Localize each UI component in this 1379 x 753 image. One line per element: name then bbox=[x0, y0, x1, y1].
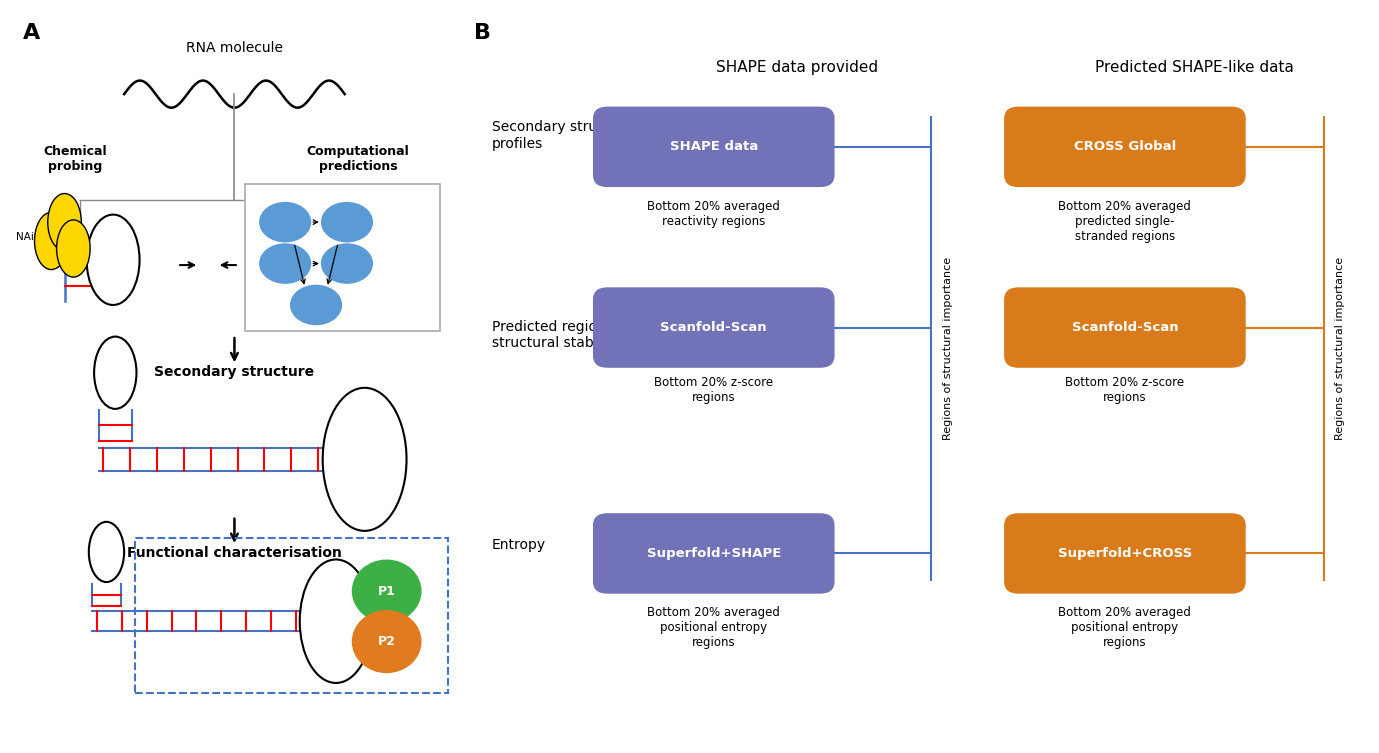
Circle shape bbox=[88, 522, 124, 582]
FancyBboxPatch shape bbox=[593, 514, 834, 593]
Circle shape bbox=[57, 220, 90, 277]
FancyBboxPatch shape bbox=[245, 184, 440, 331]
Ellipse shape bbox=[259, 244, 310, 283]
Text: Computational
predictions: Computational predictions bbox=[306, 145, 410, 173]
Text: Superfold+CROSS: Superfold+CROSS bbox=[1058, 547, 1191, 560]
Text: Secondary structure
profiles: Secondary structure profiles bbox=[492, 120, 633, 151]
Ellipse shape bbox=[321, 244, 372, 283]
Text: Scanfold-Scan: Scanfold-Scan bbox=[661, 321, 767, 334]
Text: Predicted regions of
structural stability: Predicted regions of structural stabilit… bbox=[492, 320, 630, 350]
Circle shape bbox=[299, 559, 372, 683]
Text: SHAPE data: SHAPE data bbox=[670, 140, 758, 154]
Text: SHAPE data provided: SHAPE data provided bbox=[716, 60, 878, 75]
Text: P2: P2 bbox=[378, 635, 396, 648]
Text: B: B bbox=[473, 23, 491, 43]
Ellipse shape bbox=[291, 285, 342, 325]
Text: A: A bbox=[22, 23, 40, 43]
Text: Entropy: Entropy bbox=[492, 538, 546, 553]
FancyBboxPatch shape bbox=[1005, 514, 1245, 593]
Text: NAi-N3: NAi-N3 bbox=[17, 232, 52, 242]
Text: P1: P1 bbox=[378, 584, 396, 598]
Text: Bottom 20% z-score
regions: Bottom 20% z-score regions bbox=[1066, 376, 1185, 404]
Circle shape bbox=[34, 212, 68, 270]
Text: Bottom 20% averaged
positional entropy
regions: Bottom 20% averaged positional entropy r… bbox=[647, 606, 781, 649]
Text: Functional characterisation: Functional characterisation bbox=[127, 546, 342, 560]
Text: Secondary structure: Secondary structure bbox=[154, 365, 314, 380]
FancyBboxPatch shape bbox=[593, 108, 834, 186]
Circle shape bbox=[48, 194, 81, 251]
Text: Regions of structural importance: Regions of structural importance bbox=[1335, 257, 1345, 440]
Ellipse shape bbox=[353, 611, 421, 672]
Text: Bottom 20% averaged
positional entropy
regions: Bottom 20% averaged positional entropy r… bbox=[1059, 606, 1191, 649]
Text: Superfold+SHAPE: Superfold+SHAPE bbox=[647, 547, 781, 560]
Ellipse shape bbox=[321, 203, 372, 242]
FancyBboxPatch shape bbox=[1005, 288, 1245, 367]
Text: CROSS Global: CROSS Global bbox=[1074, 140, 1176, 154]
Text: RNA molecule: RNA molecule bbox=[186, 41, 283, 56]
FancyBboxPatch shape bbox=[593, 288, 834, 367]
Text: Bottom 20% averaged
reactivity regions: Bottom 20% averaged reactivity regions bbox=[647, 200, 781, 227]
Text: Bottom 20% z-score
regions: Bottom 20% z-score regions bbox=[654, 376, 774, 404]
FancyBboxPatch shape bbox=[1005, 108, 1245, 186]
Text: Regions of structural importance: Regions of structural importance bbox=[942, 257, 953, 440]
Text: Scanfold-Scan: Scanfold-Scan bbox=[1071, 321, 1178, 334]
Ellipse shape bbox=[353, 560, 421, 622]
Circle shape bbox=[94, 337, 137, 409]
Text: Bottom 20% averaged
predicted single-
stranded regions: Bottom 20% averaged predicted single- st… bbox=[1059, 200, 1191, 242]
Text: Predicted SHAPE-like data: Predicted SHAPE-like data bbox=[1095, 60, 1294, 75]
Circle shape bbox=[87, 215, 139, 305]
Text: Chemical
probing: Chemical probing bbox=[44, 145, 108, 173]
Circle shape bbox=[323, 388, 407, 531]
Ellipse shape bbox=[259, 203, 310, 242]
